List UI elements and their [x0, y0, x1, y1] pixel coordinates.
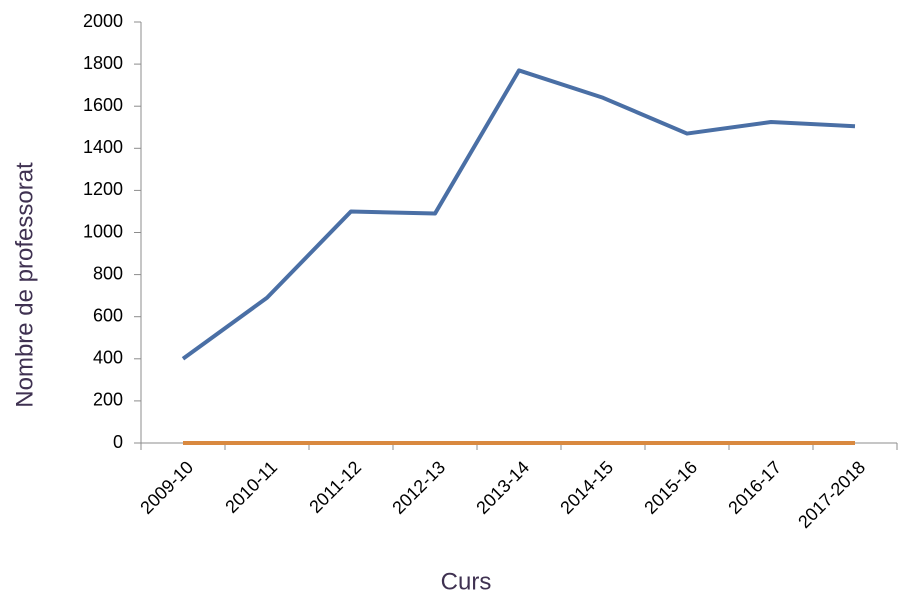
x-tick-label: 2011-12 [305, 457, 365, 517]
y-tick-label: 2000 [83, 11, 123, 31]
line-series [181, 68, 856, 361]
y-axis-title: Nombre de professorat [11, 162, 38, 408]
x-tick-label: 2017-2018 [794, 457, 869, 532]
x-axis-title: Curs [441, 568, 492, 595]
y-tick-label: 1600 [83, 95, 123, 115]
y-tick-label: 800 [93, 263, 123, 283]
x-tick-label: 2015-16 [640, 457, 701, 518]
y-tick-label: 1800 [83, 53, 123, 73]
y-tick-label: 1000 [83, 221, 123, 241]
x-tick-label: 2012-13 [388, 457, 449, 518]
x-tick-label: 2009-10 [136, 457, 197, 518]
y-tick-label: 0 [113, 432, 123, 452]
y-tick-label: 400 [93, 348, 123, 368]
x-tick-label: 2014-15 [556, 457, 617, 518]
x-tick-label: 2010-11 [221, 457, 281, 517]
x-tick-label: 2016-17 [724, 457, 785, 518]
y-tick-label: 1400 [83, 137, 123, 157]
y-tick-label: 1200 [83, 179, 123, 199]
x-tick-label: 2013-14 [472, 457, 533, 518]
y-tick-label: 200 [93, 390, 123, 410]
y-tick-label: 600 [93, 305, 123, 325]
